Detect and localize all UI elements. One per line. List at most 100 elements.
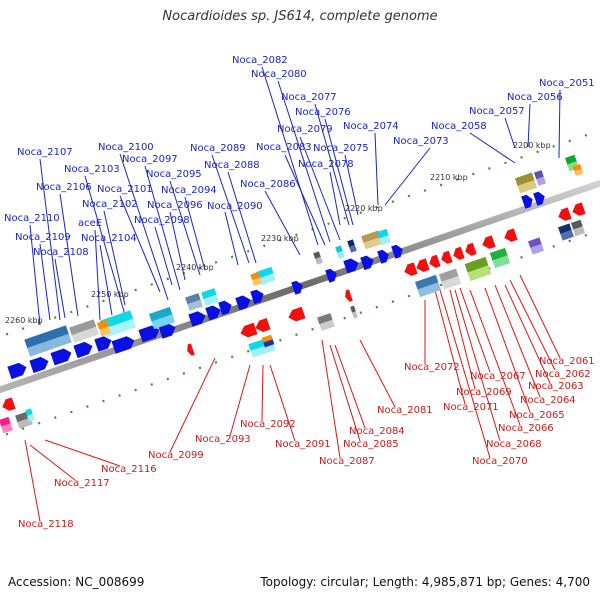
gene-label: Noca_2062 — [535, 369, 591, 380]
gene-shape — [255, 318, 271, 332]
leader-line — [119, 195, 161, 293]
forward-gene-arrow — [205, 305, 221, 321]
leader-line — [321, 339, 341, 459]
annotation-block — [464, 256, 492, 282]
leader-line — [169, 180, 201, 276]
gene-label: Noca_2098 — [134, 215, 190, 226]
forward-gene-arrow — [360, 255, 374, 271]
annotation-block — [438, 268, 462, 290]
leader-line — [454, 289, 501, 442]
forward-gene-arrow — [250, 289, 264, 305]
reverse-gene-arrow — [2, 397, 16, 411]
leader-line — [277, 80, 331, 243]
block-top — [347, 239, 355, 247]
annotation-block — [24, 325, 72, 357]
leader-line — [527, 103, 531, 148]
gene-shape — [504, 228, 518, 242]
annotation-block — [361, 230, 383, 250]
block-bottom — [263, 339, 275, 348]
block-bottom — [363, 237, 383, 250]
block-top — [528, 237, 542, 248]
gene-label: Noca_2061 — [539, 356, 595, 367]
gene-label: Noca_2057 — [469, 106, 525, 117]
gene-label: Noca_2096 — [147, 200, 203, 211]
gene-shape — [291, 280, 303, 295]
annotation-block — [148, 306, 176, 330]
gene-shape — [250, 289, 264, 305]
block-top — [148, 306, 173, 322]
block-top — [350, 305, 356, 313]
block-bottom — [27, 333, 72, 357]
leader-line — [329, 171, 341, 226]
reverse-gene-arrow — [429, 254, 441, 268]
genome-summary-text: Topology: circular; Length: 4,985,871 bp… — [260, 575, 590, 589]
gene-shape — [187, 343, 195, 356]
gene-label: Noca_2106 — [36, 182, 92, 193]
leader-line — [184, 196, 206, 271]
gene-label: Noca_2068 — [486, 439, 542, 450]
reverse-gene-arrow — [240, 322, 258, 338]
forward-gene-arrow — [111, 336, 135, 354]
tick-label-2200: 2200 kbp — [513, 141, 551, 150]
gene-label: Noca_2092 — [240, 419, 296, 430]
leader-line — [29, 224, 41, 326]
block-top — [69, 319, 97, 336]
block-top — [24, 325, 69, 349]
gene-label: Noca_2064 — [520, 395, 576, 406]
block-bottom — [337, 251, 345, 259]
gene-label: Noca_2075 — [313, 143, 369, 154]
reverse-gene-arrow — [416, 258, 430, 272]
gene-shape — [158, 323, 176, 339]
forward-gene-labels: Noca_2051 Noca_2056 Noca_2057 Noca_2058 … — [4, 55, 595, 258]
block-bottom — [151, 314, 176, 330]
block-bottom — [203, 294, 219, 306]
gene-shape — [138, 325, 160, 343]
block-top — [96, 319, 109, 330]
block-bottom — [349, 245, 357, 253]
forward-gene-arrow — [521, 194, 533, 209]
block-top — [489, 247, 508, 261]
block-top — [313, 251, 321, 259]
gene-label: Noca_2063 — [528, 381, 584, 392]
annotation-block — [376, 228, 392, 246]
block-bottom — [379, 235, 392, 246]
forward-gene-arrow — [138, 325, 160, 343]
block-bottom — [574, 168, 584, 177]
leader-line — [469, 132, 516, 164]
block-top — [464, 256, 489, 273]
reverse-gene-arrow — [441, 250, 453, 264]
block-top — [570, 219, 583, 230]
leader-line — [299, 136, 341, 241]
block-top — [201, 288, 217, 300]
gene-label: Noca_2082 — [232, 55, 288, 66]
forward-gene-arrow — [94, 336, 112, 352]
gene-shape — [343, 258, 359, 274]
block-top — [572, 163, 582, 172]
annotation-block — [350, 305, 358, 319]
forward-gene-arrow — [188, 311, 206, 327]
reverse-gene-arrow — [404, 262, 418, 276]
annotation-block — [256, 266, 276, 286]
block-top — [317, 313, 333, 325]
annotation-block — [0, 416, 14, 434]
map-title: Nocardioides sp. JS614, complete genome — [162, 9, 438, 24]
gene-label: Noca_2089 — [190, 143, 246, 154]
block-bottom — [441, 276, 462, 290]
leader-line — [227, 171, 257, 264]
gene-label: Noca_2071 — [443, 402, 499, 413]
block-top — [438, 268, 459, 282]
gene-shape — [377, 249, 389, 264]
gene-shape — [345, 289, 353, 302]
gene-shape — [288, 306, 306, 322]
annotation-block — [96, 319, 112, 337]
block-top — [564, 154, 577, 165]
annotation-block — [489, 247, 511, 269]
gene-label: Noca_2074 — [343, 121, 399, 132]
leader-line — [504, 117, 516, 149]
leader-line — [434, 289, 466, 405]
gene-shape — [533, 191, 545, 206]
reverse-gene-arrow — [255, 318, 271, 332]
leader-line — [329, 344, 361, 442]
gene-shape — [73, 341, 93, 359]
gene-shape — [482, 235, 496, 249]
